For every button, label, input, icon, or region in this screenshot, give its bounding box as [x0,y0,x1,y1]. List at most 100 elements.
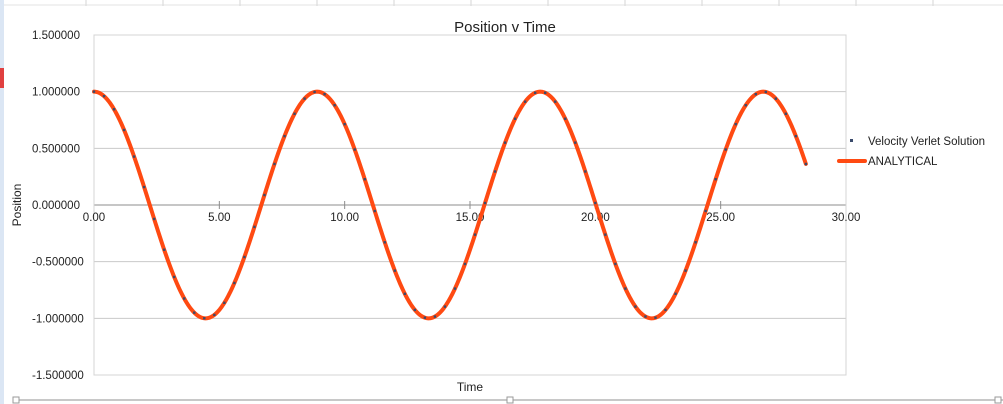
data-point [654,316,657,319]
data-point [122,128,126,132]
x-tick-label: 5.00 [208,212,230,224]
y-tick-label: 1.500000 [32,30,80,42]
data-point [794,134,798,138]
x-tick-label: 0.00 [83,212,105,224]
data-point [173,275,176,279]
data-point [223,301,226,305]
data-point [714,178,717,181]
data-point [473,233,477,236]
data-point [503,141,507,144]
data-point [644,315,647,318]
data-point [493,170,497,173]
data-point [183,297,186,300]
data-point [363,178,366,181]
y-tick-label: -1.000000 [32,313,84,325]
data-point [393,269,396,272]
data-point [233,281,236,285]
data-point [533,91,537,94]
y-axis-label: Position [10,184,24,227]
y-tick-label: 1.000000 [32,87,80,99]
data-point [333,104,336,107]
plot-area [93,34,847,376]
legend-marker-velocity-verlet [850,139,853,142]
data-point [774,97,778,100]
y-axis-tick-labels: 1.500000 1.000000 0.500000 0.000000 -0.50000… [32,30,84,382]
x-tick-label: 15.00 [456,212,485,224]
data-point [383,241,386,244]
data-point [293,112,296,115]
gridlines [93,34,847,376]
x-tick-label: 10.00 [330,212,359,224]
data-point [554,100,557,103]
series-line-analytical [92,89,808,321]
y-tick-label: -1.500000 [32,370,84,382]
x-axis-label: Time [457,380,484,394]
plot-area-border [93,34,847,376]
data-point [92,90,96,93]
data-point [604,233,607,236]
data-point [764,90,767,94]
data-point [584,170,587,173]
data-point [614,262,617,266]
data-point [463,262,467,266]
y-tick-label: 0.000000 [32,200,80,212]
series-markers-velocity-verlet [92,90,808,320]
legend-label-velocity-verlet: Velocity Verlet Solution [868,136,985,148]
data-point [544,91,547,94]
x-tick-label: 30.00 [832,212,861,224]
data-point [112,108,116,111]
data-point [102,94,106,98]
data-point [283,134,286,138]
data-point [784,112,788,115]
data-point [203,317,206,320]
data-point [694,241,697,244]
y-tick-label: 0.500000 [32,143,80,155]
data-point [152,217,156,221]
data-point [323,93,326,96]
data-point [594,201,597,205]
chart-title: Position v Time [454,19,556,36]
data-point [132,155,136,158]
data-point [253,225,256,229]
data-point [142,185,146,189]
data-point [483,201,487,205]
data-point [403,292,407,295]
data-point [804,162,808,166]
data-point [674,292,677,295]
data-point [343,122,346,126]
data-point [624,287,627,290]
data-point [423,316,427,319]
data-point [413,308,417,312]
data-point [433,315,437,318]
x-axis-tick-labels: 0.00 5.00 10.00 15.00 20.00 25.00 30.00 [83,212,861,224]
data-point [273,162,276,166]
y-tick-label: -0.500000 [32,257,84,269]
data-point [443,305,447,308]
data-point [564,117,567,120]
data-point [523,100,527,103]
data-point [704,209,707,213]
data-point [193,311,196,314]
data-point [373,209,376,213]
x-tick-label: 25.00 [706,212,735,224]
legend: Velocity Verlet Solution ANALYTICAL [837,136,985,168]
data-point [754,93,757,96]
data-point [634,305,637,308]
data-point [664,308,667,312]
data-point [263,193,266,197]
data-point [684,269,687,272]
data-point [353,148,356,151]
data-point [303,97,306,100]
data-point [574,141,577,144]
data-point [744,104,747,107]
data-point [734,122,737,126]
data-point [213,313,216,317]
data-point [724,148,727,151]
data-point [162,248,166,251]
data-point [453,287,457,290]
legend-label-analytical: ANALYTICAL [868,156,938,168]
data-point [313,90,316,94]
data-point [513,117,517,120]
